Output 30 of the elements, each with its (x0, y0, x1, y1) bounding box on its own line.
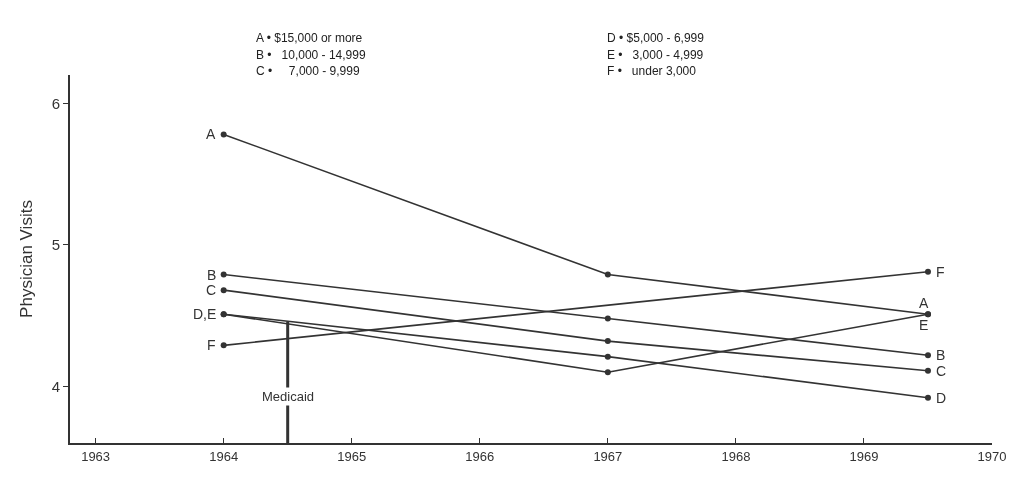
series-label: D (936, 390, 947, 406)
y-tick-label: 6 (51, 94, 60, 112)
text: B (936, 347, 946, 363)
text: D • $5,000 - 6,999 (607, 31, 705, 45)
y-axis-title: Physician Visits (16, 200, 36, 318)
x-tick-label: 1963 (81, 448, 111, 464)
x-tick-label: 1968 (721, 448, 751, 464)
x-tick-label: 1969 (849, 448, 879, 464)
series-label: C (206, 282, 217, 298)
x-tick-label: 1964 (209, 448, 239, 464)
series-label: A (919, 295, 929, 311)
series-label: E (919, 317, 929, 333)
annotation: D,E (193, 306, 217, 322)
text: A • $15,000 or more (256, 31, 363, 45)
x-tick-label: 1967 (593, 448, 623, 464)
text: E • 3,000 - 4,999 (607, 48, 704, 62)
text: F (207, 337, 216, 353)
text: C (936, 363, 947, 379)
annotation: F • under 3,000 (607, 64, 697, 78)
text: A (206, 126, 216, 142)
text: B • 10,000 - 14,999 (256, 48, 366, 62)
y-tick-label: 4 (51, 377, 60, 395)
x-tick-label: 1965 (337, 448, 367, 464)
series-label: F (936, 264, 945, 280)
x-tick-label: 1966 (465, 448, 495, 464)
series-label: B (207, 267, 217, 283)
ref-line-label: Medicaid (262, 389, 315, 404)
x-tick-label: 1970 (977, 448, 1007, 464)
y-tick-label: 5 (51, 236, 60, 254)
annotation: C • 7,000 - 9,999 (256, 64, 360, 78)
